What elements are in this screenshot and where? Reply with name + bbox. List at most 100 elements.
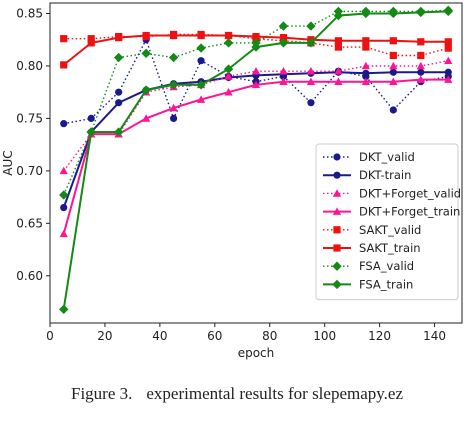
data-point-dkt-valid [60, 120, 68, 128]
data-point-sakt-valid [334, 43, 342, 51]
data-point-fsa-train [306, 38, 316, 48]
legend-label: SAKT_train [359, 241, 421, 255]
data-point-sakt-train [389, 37, 397, 45]
data-point-sakt-train [417, 38, 425, 46]
data-point-sakt-train [362, 37, 370, 45]
data-point-dkt-train [444, 68, 452, 76]
data-point-dkt-valid [115, 88, 123, 96]
legend-label: SAKT_valid [359, 223, 421, 237]
data-point-dkt-forget-train [306, 77, 316, 86]
legend-label: FSA_train [359, 277, 413, 291]
y-tick-label: 0.80 [16, 59, 43, 73]
data-point-dkt-train [417, 68, 425, 76]
data-point-dkt-forget-valid [251, 67, 261, 75]
legend-box [315, 143, 459, 301]
data-point-fsa-train [416, 7, 426, 18]
data-point-fsa-train [59, 304, 69, 315]
legend-entry-sakt-train: SAKT_train [323, 241, 421, 255]
legend-marker [332, 261, 342, 271]
data-point-dkt-forget-valid [334, 67, 343, 75]
x-axis-label: epoch [238, 346, 275, 360]
y-axis-label: AUC [1, 150, 15, 175]
data-point-fsa-valid [113, 52, 124, 63]
data-point-dkt-forget-valid [361, 61, 371, 70]
data-point-fsa-train [361, 8, 371, 19]
data-point-sakt-valid [444, 44, 452, 52]
data-point-fsa-train [333, 10, 344, 21]
data-point-fsa-valid [306, 21, 316, 31]
legend-marker [333, 171, 341, 179]
data-point-fsa-train [196, 80, 206, 90]
legend-label: DKT+Forget_train [359, 205, 460, 219]
x-tick-label: 0 [46, 329, 54, 343]
data-point-dkt-forget-valid [444, 56, 453, 65]
legend: DKT_valid DKT-train DKT+Forget_valid DKT+Fo… [315, 143, 461, 301]
data-point-dkt-forget-train [141, 114, 151, 122]
data-point-fsa-valid [278, 21, 289, 31]
y-tick-label: 0.85 [16, 6, 43, 20]
legend-marker [333, 244, 341, 252]
data-point-dkt-valid [307, 99, 315, 107]
data-point-fsa-train [443, 6, 453, 17]
data-point-dkt-train [389, 68, 397, 76]
data-point-dkt-train [115, 99, 123, 107]
legend-entry-dkt-forget-valid: DKT+Forget_valid [323, 186, 461, 200]
data-point-dkt-forget-train [196, 95, 206, 103]
legend-marker [332, 279, 342, 290]
series-sakt-train [60, 31, 452, 69]
data-point-dkt-forget-train [224, 88, 233, 96]
data-point-sakt-train [197, 31, 205, 40]
data-point-dkt-valid [389, 106, 397, 114]
legend-marker [332, 189, 342, 197]
data-point-fsa-train [223, 64, 234, 74]
data-point-sakt-train [252, 32, 260, 41]
data-point-fsa-train [168, 80, 179, 90]
data-point-sakt-valid [417, 51, 425, 60]
x-tick-label: 120 [368, 329, 391, 343]
data-point-dkt-train [60, 203, 68, 212]
data-point-dkt-forget-train [389, 77, 398, 86]
series-line-dkt-forget-valid [63, 60, 449, 172]
plot-area [59, 5, 453, 315]
figure-caption: Figure 3. experimental results for slepem… [0, 384, 474, 404]
data-point-dkt-forget-train [169, 103, 178, 112]
data-point-sakt-valid [362, 43, 370, 51]
data-point-sakt-train [115, 34, 123, 42]
legend-label: DKT+Forget_valid [359, 186, 461, 200]
data-point-sakt-train [87, 39, 95, 47]
data-point-sakt-valid [389, 51, 397, 60]
legend-label: FSA_valid [359, 259, 414, 273]
y-tick-label: 0.60 [16, 269, 43, 283]
data-point-dkt-forget-train [444, 75, 453, 83]
data-point-sakt-train [444, 38, 452, 46]
data-point-fsa-valid [168, 52, 179, 63]
axes: 0 20 40 60 80 100 120 140 0.60 0.65 0.70 0.75 0.80 0.… [1, 2, 463, 360]
legend-entry-dkt-valid: DKT_valid [323, 150, 415, 164]
data-point-dkt-forget-train [416, 75, 425, 83]
data-point-sakt-train [279, 34, 288, 42]
data-point-dkt-forget-valid [224, 72, 233, 80]
data-point-dkt-valid [170, 114, 178, 123]
legend-marker [332, 207, 342, 215]
data-point-sakt-train [170, 31, 178, 40]
legend-entry-dkt-train: DKT-train [323, 168, 411, 182]
data-point-dkt-forget-valid [59, 166, 68, 175]
caption-label: Figure 3. [70, 384, 133, 403]
data-point-fsa-train [113, 127, 124, 137]
data-point-fsa-valid [223, 38, 234, 48]
legend-entry-sakt-valid: SAKT_valid [323, 223, 421, 237]
legend-marker [333, 153, 341, 161]
y-tick-label: 0.70 [16, 164, 43, 178]
data-point-sakt-train [334, 37, 342, 45]
data-point-fsa-valid [59, 190, 69, 200]
legend-entry-fsa-valid: FSA_valid [323, 259, 414, 273]
chart: 0 20 40 60 80 100 120 140 0.60 0.65 0.70 0.75 0.80 0.… [1, 2, 463, 360]
data-point-dkt-valid [197, 57, 205, 65]
data-point-dkt-forget-valid [416, 61, 425, 70]
y-tick-label: 0.75 [16, 111, 43, 125]
data-point-dkt-forget-train [251, 80, 261, 89]
data-point-dkt-valid [87, 114, 95, 123]
data-point-dkt-forget-valid [306, 67, 316, 75]
data-point-dkt-forget-train [334, 77, 343, 86]
x-tick-label: 100 [313, 329, 336, 343]
